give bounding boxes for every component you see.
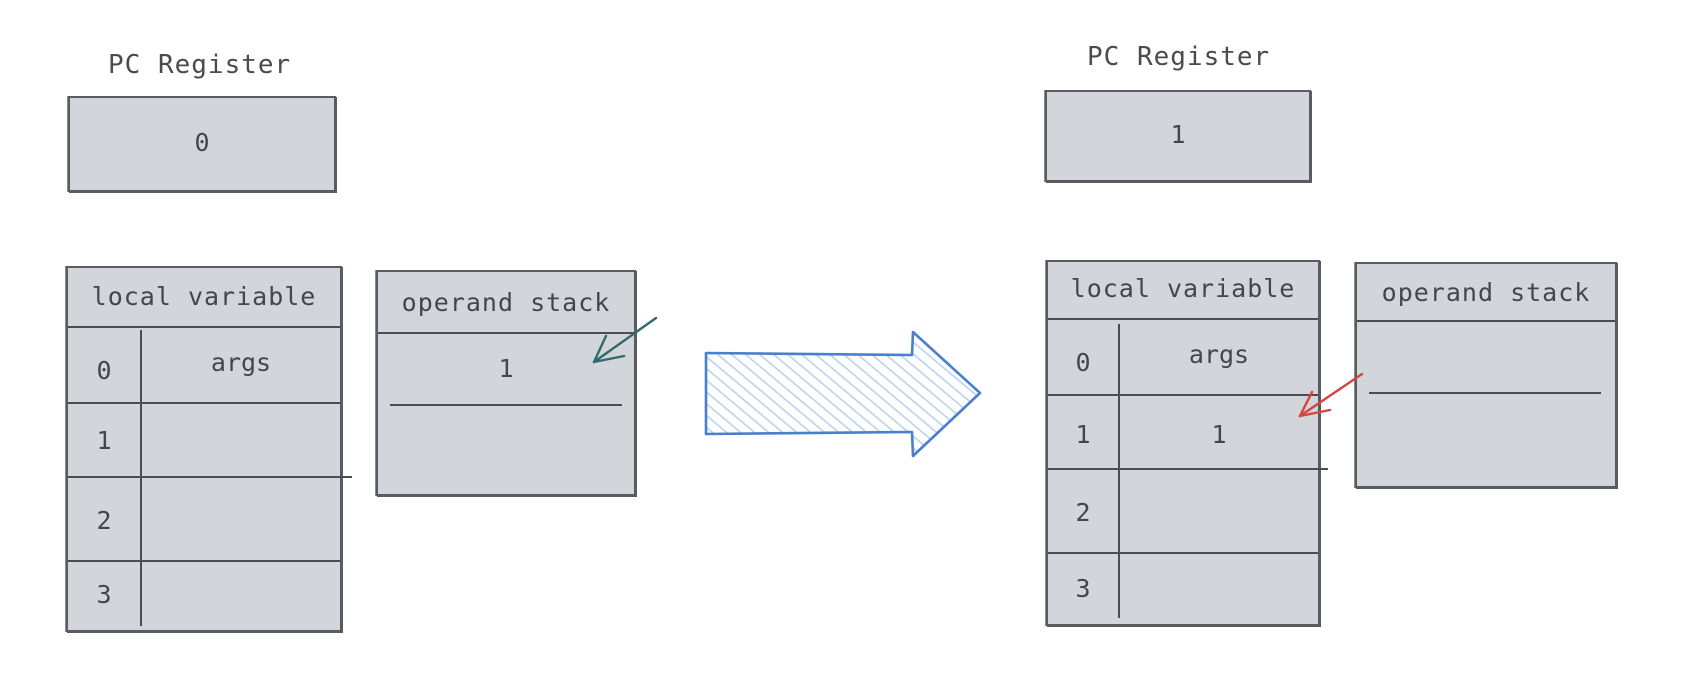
after-lv-index: 1 [1075,420,1091,449]
after-os-slot-divider [1369,392,1601,394]
after-lv-index: 0 [1075,348,1091,377]
after-lv-row-divider [1048,468,1328,470]
before-pc-register-box: 0 [68,96,336,192]
before-lv-index: 1 [96,426,112,455]
after-lv-index: 2 [1075,498,1091,527]
after-pc-register-value: 1 [1170,120,1186,149]
after-operand-stack: operand stack [1355,262,1617,488]
after-lv-value: args [1188,340,1250,369]
after-pc-register-box: 1 [1045,90,1311,182]
after-lv-row-divider [1048,394,1318,396]
after-operand-stack-header: operand stack [1381,278,1591,307]
before-os-slot: 1 [498,354,514,383]
after-lv-value: 1 [1211,420,1227,449]
before-local-variable-table: local variable 0 args 1 2 3 [66,266,352,632]
before-lv-column-divider [140,330,142,626]
before-pc-register-label: PC Register [108,50,292,80]
transition-arrow-icon [704,330,982,458]
before-pointer-arrow-icon [592,316,658,364]
before-operand-stack: operand stack 1 [376,270,636,496]
before-lv-index: 3 [96,580,112,609]
after-local-variable-header: local variable [1070,274,1296,303]
before-lv-row-divider [68,402,340,404]
after-lv-header-divider [1048,318,1318,320]
before-operand-stack-header: operand stack [401,288,611,317]
after-pc-register-label: PC Register [1087,42,1271,72]
before-lv-header-divider [68,326,340,328]
before-pc-register-value: 0 [194,128,210,157]
before-local-variable-header: local variable [91,282,317,311]
after-lv-row-divider [1048,552,1318,554]
before-lv-value: args [210,348,272,377]
after-lv-column-divider [1118,324,1120,618]
before-os-slot-divider [390,404,622,406]
before-lv-index: 0 [96,356,112,385]
after-os-header-divider [1357,320,1615,322]
before-lv-row-divider [68,476,352,478]
after-pointer-arrow-icon [1298,372,1364,418]
before-lv-row-divider [68,560,340,562]
after-lv-index: 3 [1075,574,1091,603]
before-lv-index: 2 [96,506,112,535]
before-os-header-divider [378,332,634,334]
after-local-variable-table: local variable 0 args 1 1 2 3 [1046,260,1328,626]
